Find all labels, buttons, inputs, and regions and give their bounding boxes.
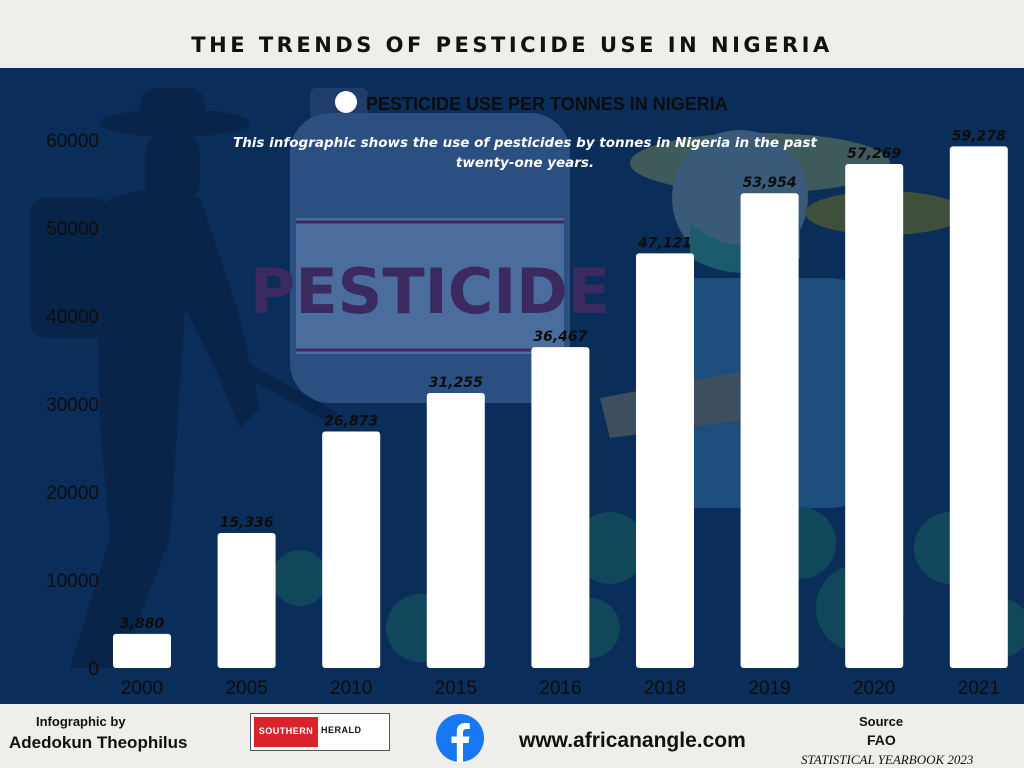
chart-panel: PESTICIDE 0 10000 20000 30000 40000 50000 6000… xyxy=(0,68,1024,704)
data-label: 47,121 xyxy=(637,235,692,251)
y-tick-label: 20000 xyxy=(46,483,99,504)
bar xyxy=(113,633,171,668)
x-tick-label: 2021 xyxy=(958,678,1000,699)
bar xyxy=(740,193,799,668)
legend-marker xyxy=(335,91,357,113)
data-label: 59,278 xyxy=(952,128,1006,144)
bar-chart: PESTICIDE 0 10000 20000 30000 40000 50000 6000… xyxy=(30,88,1024,699)
logo-left-text: SOUTHERN xyxy=(258,726,314,736)
y-tick-label: 0 xyxy=(88,659,99,680)
bar xyxy=(845,164,904,668)
y-tick-label: 30000 xyxy=(46,395,99,416)
x-axis: 2000 2005 2010 2015 2016 2018 2019 2020 2021 xyxy=(121,678,1000,699)
legend-label: PESTICIDE USE PER TONNES IN NIGERIA xyxy=(366,94,728,114)
southern-herald-logo: SOUTHERN HERALD xyxy=(250,713,390,751)
x-tick-label: 2005 xyxy=(225,678,267,699)
bar xyxy=(531,347,590,668)
bars xyxy=(113,146,1008,668)
data-label: 15,336 xyxy=(220,515,274,531)
footer: Infographic by Adedokun Theophilus SOUTH… xyxy=(0,704,1024,768)
x-tick-label: 2010 xyxy=(330,678,372,699)
data-label: 3,880 xyxy=(120,616,165,632)
y-axis: 0 10000 20000 30000 40000 50000 60000 xyxy=(46,131,99,680)
y-tick-label: 40000 xyxy=(46,307,99,328)
x-tick-label: 2000 xyxy=(121,678,163,699)
bar xyxy=(636,253,694,668)
y-tick-label: 60000 xyxy=(46,131,99,152)
facebook-icon[interactable] xyxy=(436,714,484,762)
value-labels: 3,880 15,336 26,873 31,255 36,467 47,121 53,95… xyxy=(120,128,1006,632)
x-tick-label: 2015 xyxy=(435,678,477,699)
credit-name: Adedokun Theophilus xyxy=(9,733,188,752)
data-label: 26,873 xyxy=(324,414,378,430)
data-label: 53,954 xyxy=(743,175,797,191)
data-label: 31,255 xyxy=(429,375,483,391)
background-illustration: PESTICIDE xyxy=(30,88,1024,668)
chart-subtitle: This infographic shows the use of pestic… xyxy=(233,135,818,171)
data-label: 36,467 xyxy=(533,329,587,345)
source-label: Source xyxy=(859,714,904,729)
x-tick-label: 2019 xyxy=(748,678,790,699)
title-bar: THE TRENDS OF PESTICIDE USE IN NIGERIA xyxy=(0,0,1024,68)
pesticide-jug: PESTICIDE xyxy=(250,88,610,403)
y-tick-label: 50000 xyxy=(46,219,99,240)
jug-label: PESTICIDE xyxy=(250,255,610,328)
y-tick-label: 10000 xyxy=(46,571,99,592)
logo-right-text: HERALD xyxy=(321,725,362,735)
x-tick-label: 2020 xyxy=(853,678,895,699)
x-tick-label: 2016 xyxy=(539,678,581,699)
chart-title: THE TRENDS OF PESTICIDE USE IN NIGERIA xyxy=(191,33,833,57)
website-link[interactable]: www.africanangle.com xyxy=(519,729,746,752)
x-tick-label: 2018 xyxy=(644,678,686,699)
farmer-silhouette xyxy=(30,88,338,668)
data-label: 57,269 xyxy=(847,146,901,162)
bar xyxy=(322,431,381,668)
bar xyxy=(949,146,1008,668)
credit-label: Infographic by xyxy=(36,714,126,729)
source-detail: STATISTICAL YEARBOOK 2023 xyxy=(801,752,974,767)
bar xyxy=(426,392,485,668)
bar xyxy=(217,533,276,668)
legend: PESTICIDE USE PER TONNES IN NIGERIA xyxy=(335,91,728,114)
source-org: FAO xyxy=(867,732,896,748)
logo-red-block: SOUTHERN xyxy=(254,717,318,747)
